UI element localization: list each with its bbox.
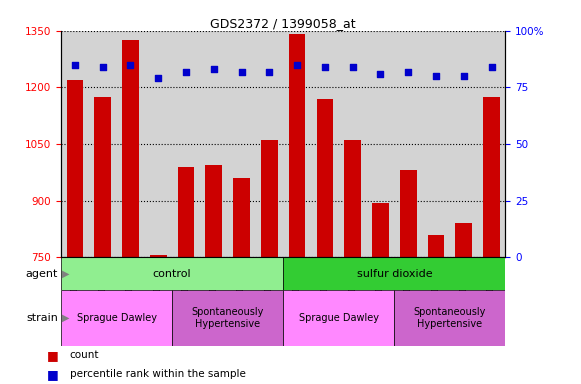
Bar <box>150 255 167 257</box>
Bar <box>178 167 194 257</box>
Bar <box>483 97 500 257</box>
Bar <box>67 80 83 257</box>
Bar <box>317 99 333 257</box>
Text: agent: agent <box>26 268 58 279</box>
Point <box>181 68 191 74</box>
Bar <box>261 140 278 257</box>
Bar <box>289 35 306 257</box>
Text: percentile rank within the sample: percentile rank within the sample <box>70 369 246 379</box>
Point <box>459 73 468 79</box>
Point <box>431 73 440 79</box>
Point <box>404 68 413 74</box>
Bar <box>233 178 250 257</box>
Point <box>348 64 357 70</box>
Text: sulfur dioxide: sulfur dioxide <box>357 268 432 279</box>
Point <box>320 64 329 70</box>
Point <box>209 66 218 72</box>
Text: Sprague Dawley: Sprague Dawley <box>299 313 379 323</box>
Text: Spontaneously
Hypertensive: Spontaneously Hypertensive <box>192 307 264 329</box>
Point <box>98 64 107 70</box>
Bar <box>283 257 505 290</box>
Bar <box>206 165 222 257</box>
Point <box>237 68 246 74</box>
Bar <box>400 170 417 257</box>
Point <box>70 61 80 68</box>
Point <box>292 61 302 68</box>
Text: strain: strain <box>26 313 58 323</box>
Point <box>126 61 135 68</box>
Bar <box>122 40 139 257</box>
Text: ▶: ▶ <box>62 268 70 279</box>
Text: control: control <box>153 268 191 279</box>
Bar <box>283 290 394 346</box>
Point <box>153 75 163 81</box>
Text: Spontaneously
Hypertensive: Spontaneously Hypertensive <box>414 307 486 329</box>
Text: count: count <box>70 350 99 360</box>
Bar <box>428 235 444 257</box>
Title: GDS2372 / 1399058_at: GDS2372 / 1399058_at <box>210 17 356 30</box>
Point <box>265 68 274 74</box>
Bar <box>61 290 172 346</box>
Point <box>376 71 385 77</box>
Bar <box>394 290 505 346</box>
Bar <box>456 223 472 257</box>
Text: Sprague Dawley: Sprague Dawley <box>77 313 156 323</box>
Bar <box>172 290 283 346</box>
Text: ▶: ▶ <box>62 313 70 323</box>
Bar <box>345 140 361 257</box>
Point <box>487 64 496 70</box>
Bar <box>372 202 389 257</box>
Text: ■: ■ <box>46 368 58 381</box>
Text: ■: ■ <box>46 349 58 362</box>
Bar <box>61 257 284 290</box>
Bar <box>94 97 111 257</box>
